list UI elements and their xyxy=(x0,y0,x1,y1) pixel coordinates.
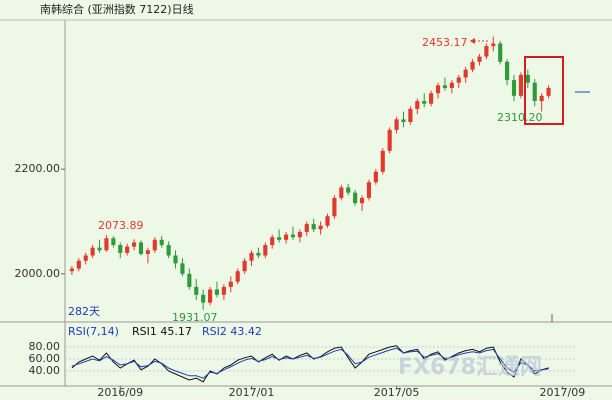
candle-body xyxy=(380,150,385,172)
legend-entry: RSI2 43.42 xyxy=(202,325,262,338)
annotation: 2453.17 xyxy=(422,36,468,49)
y-tick-label: 2000.00 xyxy=(15,267,61,280)
candle-body xyxy=(97,247,102,251)
candle-body xyxy=(304,224,309,232)
candle-body xyxy=(463,69,468,78)
candle-body xyxy=(221,286,226,295)
candle-body xyxy=(242,260,247,272)
candle-body xyxy=(505,61,510,81)
candle-body xyxy=(401,119,406,122)
y-tick-label: 60.00 xyxy=(29,352,61,365)
candle-body xyxy=(270,237,275,246)
candle-body xyxy=(366,182,372,198)
candle-body xyxy=(484,46,489,57)
y-tick-label: 80.00 xyxy=(29,340,61,353)
candle-body xyxy=(470,61,475,70)
candle-body xyxy=(394,119,399,130)
candle-body xyxy=(132,242,137,247)
candle-body xyxy=(456,77,461,83)
candle-body xyxy=(518,74,523,96)
candle-body xyxy=(145,250,150,254)
candle-body xyxy=(166,245,171,256)
rsi-title: RSI(7,14) xyxy=(68,325,119,338)
candle-body xyxy=(477,56,482,62)
candle-body xyxy=(311,224,316,230)
candle-body xyxy=(173,255,178,264)
candle-body xyxy=(249,252,254,261)
candle-body xyxy=(539,95,544,102)
candle-body xyxy=(277,237,282,240)
x-tick-label: 2016/09 xyxy=(97,386,143,399)
candle-body xyxy=(138,242,144,254)
candle-body xyxy=(235,271,240,282)
highlight-box xyxy=(524,56,564,125)
candle-body xyxy=(263,245,268,256)
annotation: 1931.07 xyxy=(172,311,218,324)
candle-body xyxy=(359,197,365,204)
x-tick-label: 2017/09 xyxy=(540,386,586,399)
candle-body xyxy=(69,268,74,272)
rsi-line xyxy=(71,345,549,383)
candle-body xyxy=(194,286,199,295)
candle-body xyxy=(408,108,413,122)
candle-body xyxy=(256,252,261,256)
days-label: 282天 xyxy=(68,305,100,318)
candle-body xyxy=(83,255,88,261)
candle-body xyxy=(325,216,330,226)
candle-body xyxy=(228,281,233,287)
x-tick-label: 2017/05 xyxy=(374,386,420,399)
candle-body xyxy=(283,234,289,240)
candle-body xyxy=(207,289,213,303)
candle-body xyxy=(346,187,351,193)
annotation-arrow-head xyxy=(470,38,475,44)
candle-body xyxy=(297,231,302,238)
legend-entry: RSI1 45.17 xyxy=(132,325,192,338)
candle-body xyxy=(442,85,448,88)
candle-body xyxy=(429,93,434,104)
annotation: 2073.89 xyxy=(98,219,144,232)
candle-body xyxy=(435,85,441,94)
candle-body xyxy=(511,80,517,96)
candle-body xyxy=(332,197,337,217)
candle-body xyxy=(498,43,503,62)
candle-body xyxy=(125,246,130,253)
annotation: 2310.20 xyxy=(497,111,543,124)
candle-body xyxy=(339,187,344,198)
candle-body xyxy=(159,239,164,246)
candle-body xyxy=(373,171,378,183)
candle-body xyxy=(387,129,392,151)
rsi-line xyxy=(71,347,549,379)
y-tick-label: 2200.00 xyxy=(15,162,61,175)
candle-body xyxy=(290,234,296,238)
watermark: FX678汇通网 xyxy=(398,355,542,380)
candle-body xyxy=(111,238,116,246)
chart-title: 南韩综合 (亚洲指数 7122)日线 xyxy=(40,2,194,16)
candle-body xyxy=(180,263,185,274)
x-tick-label: 2017/01 xyxy=(229,386,275,399)
candle-body xyxy=(318,225,323,230)
candle-body xyxy=(104,238,109,251)
candle-body xyxy=(415,101,420,109)
candle-body xyxy=(201,294,206,303)
candle-body xyxy=(532,82,537,102)
candle-body xyxy=(187,273,192,287)
candle-body xyxy=(546,87,551,96)
candle-body xyxy=(90,247,95,256)
candle-body xyxy=(214,289,220,295)
candle-body xyxy=(152,239,157,251)
candle-body xyxy=(449,82,454,88)
candle-body xyxy=(353,192,358,204)
candle-body xyxy=(118,245,123,253)
candle-body xyxy=(422,101,427,104)
candle-body xyxy=(525,74,530,83)
candle-body xyxy=(76,260,81,269)
candle-body xyxy=(491,43,496,47)
y-tick-label: 40.00 xyxy=(29,364,61,377)
